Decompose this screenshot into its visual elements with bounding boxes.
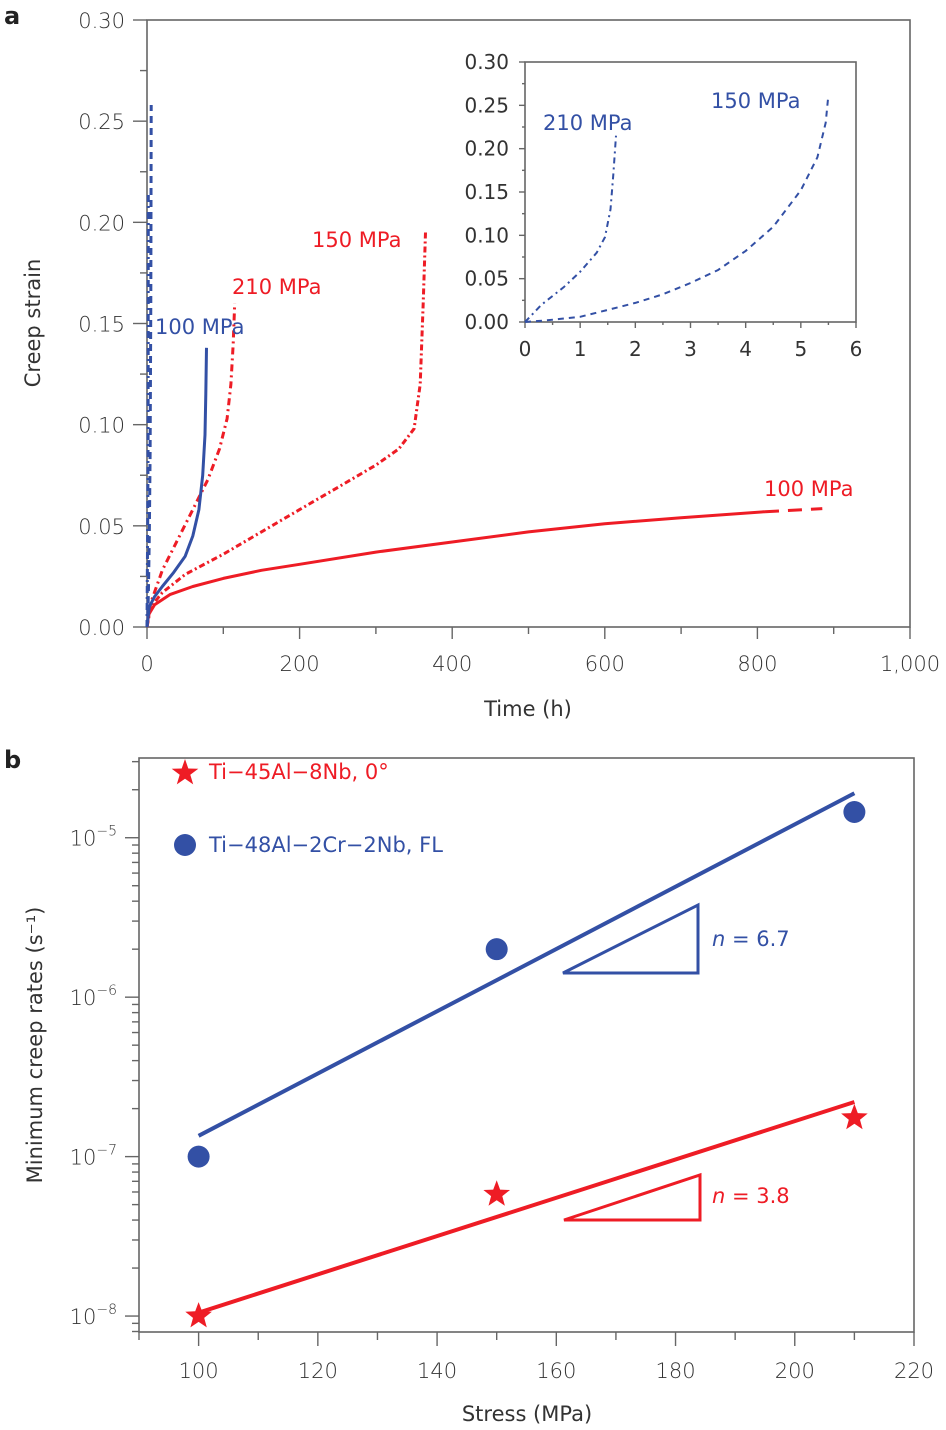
series-line-red-100mpa	[145, 510, 766, 628]
x-tick-label: 180	[655, 1359, 695, 1383]
y-tick-label: 0.10	[78, 414, 125, 438]
data-point-circle	[187, 1145, 210, 1168]
slope-value-blue: = 6.7	[725, 927, 789, 951]
x-tick-label: 400	[432, 652, 472, 676]
inset-x-tick-label: 2	[629, 337, 642, 361]
panel-b-fit-lines	[197, 791, 856, 1315]
series-extrapolation-red-100mpa	[764, 507, 823, 514]
label-red-210mpa: 210 MPa	[232, 275, 321, 299]
inset-y-tick-label: 0.05	[464, 267, 509, 291]
legend-label-ti48al2cr2nb: Ti−48Al−2Cr−2Nb, FL	[208, 833, 443, 857]
data-point-star	[841, 1103, 868, 1130]
circle-marker-icon	[174, 834, 196, 856]
panel-b-legend: Ti−45Al−8Nb, 0° Ti−48Al−2Cr−2Nb, FL	[171, 759, 443, 857]
panel-b-slope-triangles	[562, 902, 702, 1222]
panel-a-x-ticks: 0 200 400 600 800 1,000	[140, 627, 940, 676]
label-red-150mpa: 150 MPa	[312, 228, 401, 252]
series-line-red-210mpa	[145, 303, 237, 628]
panel-b-y-ticks: 10−8 10−7 10−6 10−5	[70, 760, 139, 1333]
y-tick-label: 0.30	[78, 9, 125, 33]
x-tick-label: 1,000	[880, 652, 940, 676]
series-line-blue-210mpa	[145, 191, 150, 628]
slope-triangle-red	[563, 1172, 702, 1222]
panel-a: a 0.000.050.100.150.200.250.30 0 200 400 60…	[4, 2, 940, 721]
label-red-100mpa: 100 MPa	[764, 477, 853, 501]
panel-b: b 10−8 10−7 10−6 10−5 100 120 140 160 180 200 220…	[4, 746, 934, 1426]
slope-value-red: = 3.8	[725, 1184, 789, 1208]
panel-b-x-axis-title: Stress (MPa)	[462, 1402, 592, 1426]
inset-label-150mpa: 150 MPa	[711, 89, 800, 113]
slope-triangle-blue	[562, 902, 700, 975]
x-tick-label: 200	[775, 1359, 815, 1383]
series-line-blue-100mpa	[145, 347, 208, 628]
inset-x-tick-label: 6	[850, 337, 863, 361]
label-blue-100mpa: 100 MPa	[155, 315, 244, 339]
x-tick-label: 200	[280, 652, 320, 676]
inset-y-tick-label: 0.30	[464, 50, 509, 74]
x-tick-label: 800	[737, 652, 777, 676]
legend-item-ti48al2cr2nb: Ti−48Al−2Cr−2Nb, FL	[174, 833, 443, 857]
y-tick-label: 0.15	[78, 313, 125, 337]
inset-series-210mpa	[524, 135, 617, 323]
x-tick-label: 600	[585, 652, 625, 676]
inset-x-tick-label: 0	[519, 337, 532, 361]
panel-a-y-axis-title: Creep strain	[21, 259, 45, 388]
y-tick-label: 10−7	[70, 1143, 117, 1170]
y-tick-label: 0.05	[78, 515, 125, 539]
legend-label-ti45al8nb: Ti−45Al−8Nb, 0°	[208, 760, 389, 784]
x-tick-label: 0	[140, 652, 153, 676]
slope-symbol-blue: n	[712, 927, 725, 951]
panel-label-b: b	[4, 746, 21, 774]
y-tick-label: 0.25	[78, 110, 125, 134]
panel-b-y-axis-title: Minimum creep rates (s⁻¹)	[23, 907, 47, 1184]
x-tick-label: 160	[536, 1359, 576, 1383]
panel-a-inset: 0.00 0.05 0.10 0.15 0.20 0.25 0.30 0 1 2 3 4 5 6 210…	[464, 50, 862, 361]
data-point-circle	[843, 800, 866, 823]
slope-annotation-blue: n = 6.7	[712, 927, 790, 951]
panel-a-y-ticks: 0.00 0.05 0.10 0.15 0.20 0.25 0.30	[78, 9, 147, 640]
star-marker-icon	[171, 759, 199, 785]
inset-x-ticks: 0 1 2 3 4 5 6	[519, 322, 863, 361]
panel-a-series	[145, 104, 823, 628]
inset-y-tick-label: 0.00	[464, 310, 509, 334]
x-tick-label: 140	[417, 1359, 457, 1383]
y-tick-label: 10−6	[70, 983, 117, 1010]
data-point-star	[185, 1302, 212, 1328]
inset-label-210mpa: 210 MPa	[543, 111, 632, 135]
inset-y-tick-label: 0.20	[464, 137, 509, 161]
legend-item-ti45al8nb: Ti−45Al−8Nb, 0°	[171, 759, 389, 785]
inset-x-tick-label: 4	[739, 337, 752, 361]
y-tick-label: 0.00	[78, 616, 125, 640]
series-line-red-150mpa	[145, 232, 427, 628]
slope-annotation-red: n = 3.8	[712, 1184, 790, 1208]
inset-x-tick-label: 1	[574, 337, 587, 361]
inset-x-tick-label: 3	[684, 337, 697, 361]
y-tick-label: 0.20	[78, 211, 125, 235]
fit-line-blue	[197, 791, 856, 1138]
inset-series-150mpa	[524, 94, 830, 323]
panel-a-x-axis-title: Time (h)	[483, 697, 572, 721]
inset-y-tick-label: 0.10	[464, 223, 509, 247]
fit-line-red	[198, 1100, 855, 1315]
y-tick-label: 10−8	[70, 1302, 117, 1329]
slope-symbol-red: n	[712, 1184, 725, 1208]
inset-x-tick-label: 5	[794, 337, 807, 361]
inset-y-tick-label: 0.15	[464, 180, 509, 204]
y-tick-label: 10−5	[70, 824, 117, 851]
inset-series	[524, 94, 830, 323]
x-tick-label: 100	[179, 1359, 219, 1383]
data-point-star	[483, 1180, 510, 1206]
inset-y-ticks: 0.00 0.05 0.10 0.15 0.20 0.25 0.30	[464, 50, 525, 334]
panel-label-a: a	[4, 2, 20, 30]
x-tick-label: 120	[298, 1359, 338, 1383]
panel-b-x-ticks: 100 120 140 160 180 200 220	[138, 1332, 934, 1383]
inset-plot-frame	[524, 61, 857, 323]
inset-y-tick-label: 0.25	[464, 93, 509, 117]
x-tick-label: 220	[894, 1359, 934, 1383]
data-point-circle	[485, 938, 508, 961]
panel-b-points	[185, 800, 868, 1328]
